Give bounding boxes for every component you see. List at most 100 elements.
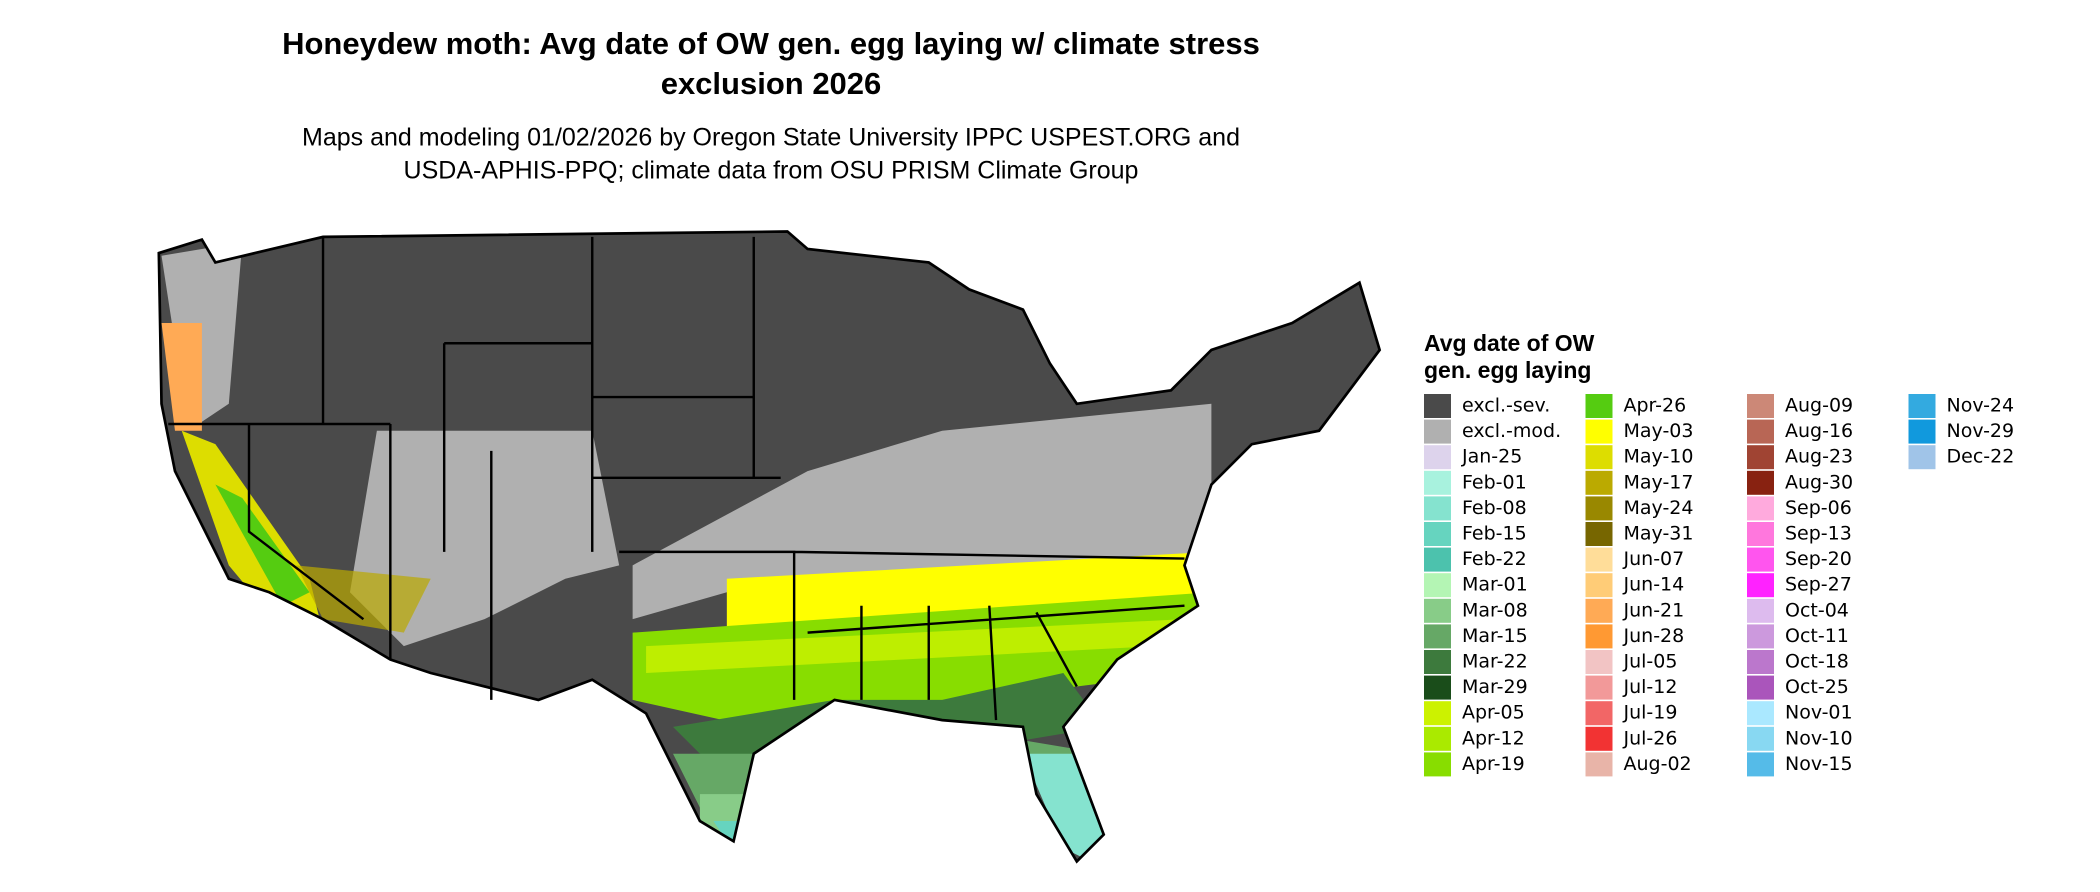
legend-swatch: [1424, 470, 1451, 495]
legend-swatch: [1424, 394, 1451, 418]
legend-swatch: [1424, 496, 1451, 521]
legend-label: May-24: [1624, 497, 1694, 519]
legend-swatch: [1585, 445, 1613, 470]
legend-label: Sep-13: [1785, 523, 1852, 545]
legend-swatch: [1585, 598, 1613, 623]
legend-label: Aug-16: [1785, 420, 1853, 442]
legend-label: Oct-25: [1785, 676, 1849, 698]
legend-label: Jul-19: [1623, 702, 1678, 724]
legend-label: Feb-15: [1462, 523, 1527, 545]
legend-swatch: [1424, 573, 1451, 598]
legend-swatch: [1424, 445, 1451, 470]
legend-swatch: [1585, 470, 1613, 495]
legend-swatch: [1585, 701, 1613, 726]
subtitle: USDA-APHIS-PPQ; climate data from OSU PR…: [404, 157, 1139, 185]
legend-label: Mar-15: [1462, 625, 1528, 647]
legend-swatch: [1747, 675, 1774, 700]
legend-label: Aug-23: [1785, 446, 1853, 468]
legend-swatch: [1747, 573, 1774, 598]
legend: excl.-sev. excl.-mod. Jan-25 Feb-01 Feb-08 Fe…: [1424, 394, 2015, 777]
legend-swatch: [1585, 675, 1613, 700]
legend-swatch: [1585, 650, 1613, 674]
legend-label: Apr-26: [1624, 395, 1687, 417]
legend-swatch: [1424, 701, 1451, 726]
legend-label: Aug-02: [1624, 753, 1692, 775]
legend-label: Sep-20: [1785, 548, 1852, 570]
legend-label: Apr-12: [1462, 727, 1525, 749]
legend-swatch: [1747, 394, 1774, 418]
legend-swatch: [1585, 547, 1613, 572]
legend-swatch: [1585, 726, 1613, 751]
legend-label: Feb-01: [1462, 471, 1527, 493]
legend-label: Mar-22: [1462, 651, 1528, 673]
legend-label: excl.-mod.: [1462, 420, 1561, 442]
legend-swatch: [1424, 598, 1451, 623]
legend-swatch: [1585, 419, 1613, 444]
legend-label: Feb-08: [1462, 497, 1527, 519]
legend-label: Feb-22: [1462, 548, 1527, 570]
legend-title: Avg date of OW: [1424, 330, 1595, 356]
legend-label: Oct-04: [1785, 599, 1849, 621]
legend-label: Mar-01: [1462, 574, 1528, 596]
legend-swatch: [1747, 726, 1774, 751]
legend-label: May-10: [1624, 446, 1694, 468]
legend-label: Jul-12: [1623, 676, 1678, 698]
legend-swatch: [1424, 522, 1451, 546]
title: Honeydew moth: Avg date of OW gen. egg l…: [282, 26, 1260, 61]
legend-title: gen. egg laying: [1424, 357, 1591, 383]
legend-swatch: [1585, 522, 1613, 546]
legend-label: Aug-30: [1785, 471, 1853, 493]
legend-swatch: [1747, 496, 1774, 521]
legend-label: Apr-19: [1462, 753, 1525, 775]
legend-label: Dec-22: [1947, 446, 2015, 468]
legend-label: Nov-24: [1947, 395, 2015, 417]
legend-label: Jul-05: [1623, 651, 1678, 673]
title: exclusion 2026: [661, 66, 882, 101]
legend-label: Jun-07: [1623, 548, 1685, 570]
legend-label: Nov-29: [1947, 420, 2015, 442]
legend-swatch: [1908, 394, 1936, 418]
subtitle: Maps and modeling 01/02/2026 by Oregon S…: [302, 124, 1240, 152]
legend-swatch: [1424, 624, 1451, 649]
legend-swatch: [1747, 419, 1774, 444]
legend-label: Apr-05: [1462, 702, 1525, 724]
legend-swatch: [1585, 752, 1613, 777]
legend-label: Jul-26: [1623, 727, 1678, 749]
legend-swatch: [1585, 394, 1613, 418]
legend-swatch: [1747, 752, 1774, 777]
legend-label: Sep-06: [1785, 497, 1852, 519]
legend-swatch: [1747, 624, 1774, 649]
legend-label: May-17: [1624, 471, 1694, 493]
legend-label: Mar-08: [1462, 599, 1528, 621]
legend-swatch: [1747, 650, 1774, 674]
legend-swatch: [1747, 470, 1774, 495]
legend-label: May-03: [1624, 420, 1694, 442]
legend-label: Sep-27: [1785, 574, 1852, 596]
legend-swatch: [1424, 752, 1451, 777]
legend-swatch: [1747, 701, 1774, 726]
legend-label: Oct-11: [1785, 625, 1849, 647]
legend-label: Jun-28: [1623, 625, 1685, 647]
legend-label: Mar-29: [1462, 676, 1528, 698]
legend-label: Jun-14: [1623, 574, 1685, 596]
legend-swatch: [1747, 522, 1774, 546]
legend-swatch: [1424, 726, 1451, 751]
legend-label: May-31: [1624, 523, 1694, 545]
legend-label: Jun-21: [1623, 599, 1685, 621]
legend-label: Nov-10: [1785, 727, 1853, 749]
map: [157, 230, 1382, 864]
legend-swatch: [1424, 650, 1451, 674]
legend-swatch: [1747, 598, 1774, 623]
legend-swatch: [1585, 573, 1613, 598]
legend-swatch: [1424, 419, 1451, 444]
legend-swatch: [1908, 419, 1936, 444]
legend-swatch: [1424, 675, 1451, 700]
legend-label: Aug-09: [1785, 395, 1853, 417]
legend-swatch: [1424, 547, 1451, 572]
legend-swatch: [1585, 624, 1613, 649]
legend-swatch: [1585, 496, 1613, 521]
legend-label: Jan-25: [1461, 446, 1522, 468]
legend-label: Oct-18: [1785, 651, 1849, 673]
legend-label: excl.-sev.: [1462, 395, 1550, 417]
